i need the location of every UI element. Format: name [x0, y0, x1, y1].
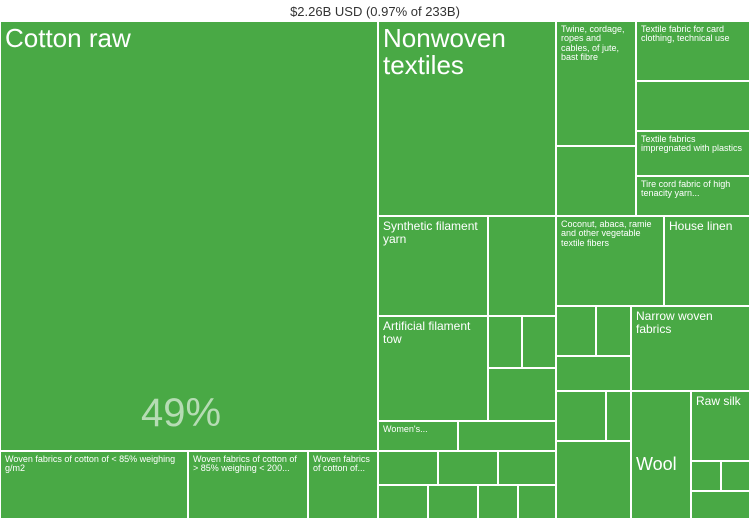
cell-label: Woven fabrics of cotton of > 85% weighin… — [193, 455, 303, 474]
cell-label: Textile fabrics impregnated with plastic… — [641, 135, 745, 154]
cell-label: Twine, cordage, ropes and cables, of jut… — [561, 25, 631, 63]
treemap-cell[interactable]: Narrow woven fabrics — [631, 306, 750, 391]
treemap-cell[interactable] — [691, 491, 750, 519]
treemap-cell[interactable] — [488, 216, 556, 316]
cell-label: Artificial filament tow — [383, 320, 483, 345]
treemap-cell[interactable]: Woven fabrics of cotton of < 85% weighin… — [0, 451, 188, 519]
treemap-cell[interactable]: Cotton raw 49% — [0, 21, 378, 451]
treemap-cell[interactable] — [596, 306, 631, 356]
treemap-cell[interactable]: Tire cord fabric of high tenacity yarn..… — [636, 176, 750, 216]
treemap-cell[interactable]: Coconut, abaca, ramie and other vegetabl… — [556, 216, 664, 306]
treemap-cell[interactable] — [636, 81, 750, 131]
treemap-cell[interactable]: Wool — [631, 391, 691, 519]
treemap-cell[interactable] — [518, 485, 556, 519]
cell-label: Women's... — [383, 425, 453, 434]
treemap-cell[interactable] — [691, 461, 721, 491]
treemap-cell[interactable]: Women's... — [378, 421, 458, 451]
treemap-cell[interactable] — [606, 391, 631, 441]
treemap-cell[interactable] — [428, 485, 478, 519]
cell-label: Cotton raw — [5, 25, 373, 52]
treemap-cell[interactable] — [556, 356, 631, 391]
treemap-cell[interactable] — [478, 485, 518, 519]
cell-label: House linen — [669, 220, 745, 233]
cell-label: Narrow woven fabrics — [636, 310, 745, 335]
cell-label: Nonwoven textiles — [383, 25, 551, 80]
treemap-cell[interactable]: Textile fabric for card clothing, techni… — [636, 21, 750, 81]
treemap-cell[interactable]: Twine, cordage, ropes and cables, of jut… — [556, 21, 636, 146]
treemap-cell[interactable] — [488, 316, 522, 368]
cell-label: Woven fabrics of cotton of... — [313, 455, 373, 474]
cell-label: Woven fabrics of cotton of < 85% weighin… — [5, 455, 183, 474]
treemap-cell[interactable] — [438, 451, 498, 485]
treemap-cell[interactable]: Textile fabrics impregnated with plastic… — [636, 131, 750, 176]
treemap-cell[interactable] — [488, 368, 556, 421]
treemap-cell[interactable] — [556, 306, 596, 356]
treemap-cell[interactable] — [522, 316, 556, 368]
cell-label: Synthetic filament yarn — [383, 220, 483, 245]
treemap-cell[interactable]: Woven fabrics of cotton of > 85% weighin… — [188, 451, 308, 519]
cell-label: Textile fabric for card clothing, techni… — [641, 25, 745, 44]
treemap-cell[interactable]: Woven fabrics of cotton of... — [308, 451, 378, 519]
treemap-cell[interactable] — [458, 421, 556, 451]
treemap-cell[interactable] — [556, 441, 631, 519]
treemap-cell[interactable]: House linen — [664, 216, 750, 306]
cell-label: Raw silk — [696, 395, 745, 408]
treemap-cell[interactable] — [721, 461, 750, 491]
treemap-cell[interactable]: Artificial filament tow — [378, 316, 488, 421]
treemap-cell[interactable] — [556, 391, 606, 441]
treemap-cell[interactable] — [378, 451, 438, 485]
chart-title: $2.26B USD (0.97% of 233B) — [0, 0, 750, 21]
cell-label: Wool — [636, 455, 686, 474]
treemap-cell[interactable] — [498, 451, 556, 485]
treemap-chart: $2.26B USD (0.97% of 233B) Cotton raw 49%… — [0, 0, 750, 520]
treemap-cell[interactable]: Nonwoven textiles — [378, 21, 556, 216]
treemap-cell[interactable] — [556, 146, 636, 216]
cell-label: Coconut, abaca, ramie and other vegetabl… — [561, 220, 659, 248]
treemap-area: Cotton raw 49% Woven fabrics of cotton of … — [0, 21, 750, 519]
treemap-cell[interactable] — [378, 485, 428, 519]
cell-percentage: 49% — [141, 392, 221, 434]
treemap-cell[interactable]: Raw silk — [691, 391, 750, 461]
treemap-cell[interactable]: Synthetic filament yarn — [378, 216, 488, 316]
cell-label: Tire cord fabric of high tenacity yarn..… — [641, 180, 745, 199]
